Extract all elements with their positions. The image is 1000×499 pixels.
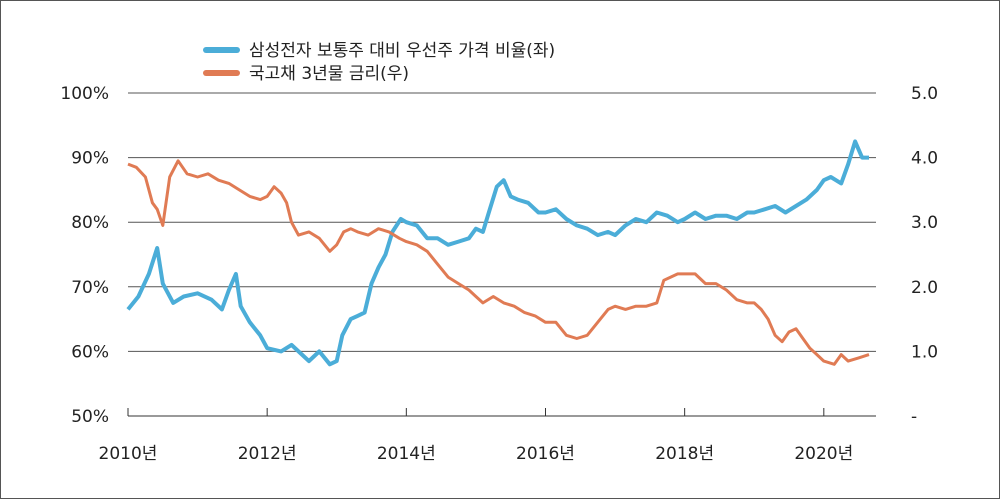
y-left-tick-label: 60%	[71, 342, 109, 362]
x-tick-label: 2010년	[99, 444, 158, 464]
series-line-ratio	[126, 139, 869, 367]
y-left-tick-label: 70%	[71, 278, 109, 298]
axes: 50% 60% 70% 80% 90% 100% - 1.0 2.0 3.0 4.0 5.0 2010년…	[60, 84, 938, 464]
y-left-tick-label: 80%	[71, 213, 109, 233]
y-right-tick-label: 1.0	[911, 342, 938, 362]
y-right-tick-label: -	[911, 407, 917, 427]
x-tick-label: 2018년	[655, 444, 714, 464]
x-tick-label: 2016년	[516, 444, 575, 464]
series-layer	[126, 139, 870, 367]
y-right-tick-label: 3.0	[911, 213, 938, 233]
series-line-rate	[127, 159, 870, 366]
x-tick-label: 2012년	[238, 444, 297, 464]
y-right-tick-label: 4.0	[911, 149, 938, 169]
legend-label-ratio: 삼성전자 보통주 대비 우선주 가격 비율(좌)	[249, 41, 555, 61]
y-left-tick-label: 100%	[60, 84, 109, 104]
legend-label-rate: 국고채 3년물 금리(우)	[249, 64, 409, 84]
y-right-tick-label: 2.0	[911, 278, 938, 298]
x-tick-label: 2020년	[794, 444, 853, 464]
y-right-tick-label: 5.0	[911, 84, 938, 104]
y-left-tick-label: 50%	[71, 407, 109, 427]
gridlines	[128, 92, 876, 417]
x-tick-label: 2014년	[377, 444, 436, 464]
legend: 삼성전자 보통주 대비 우선주 가격 비율(좌) 국고채 3년물 금리(우)	[203, 41, 555, 84]
y-left-tick-label: 90%	[71, 149, 109, 169]
